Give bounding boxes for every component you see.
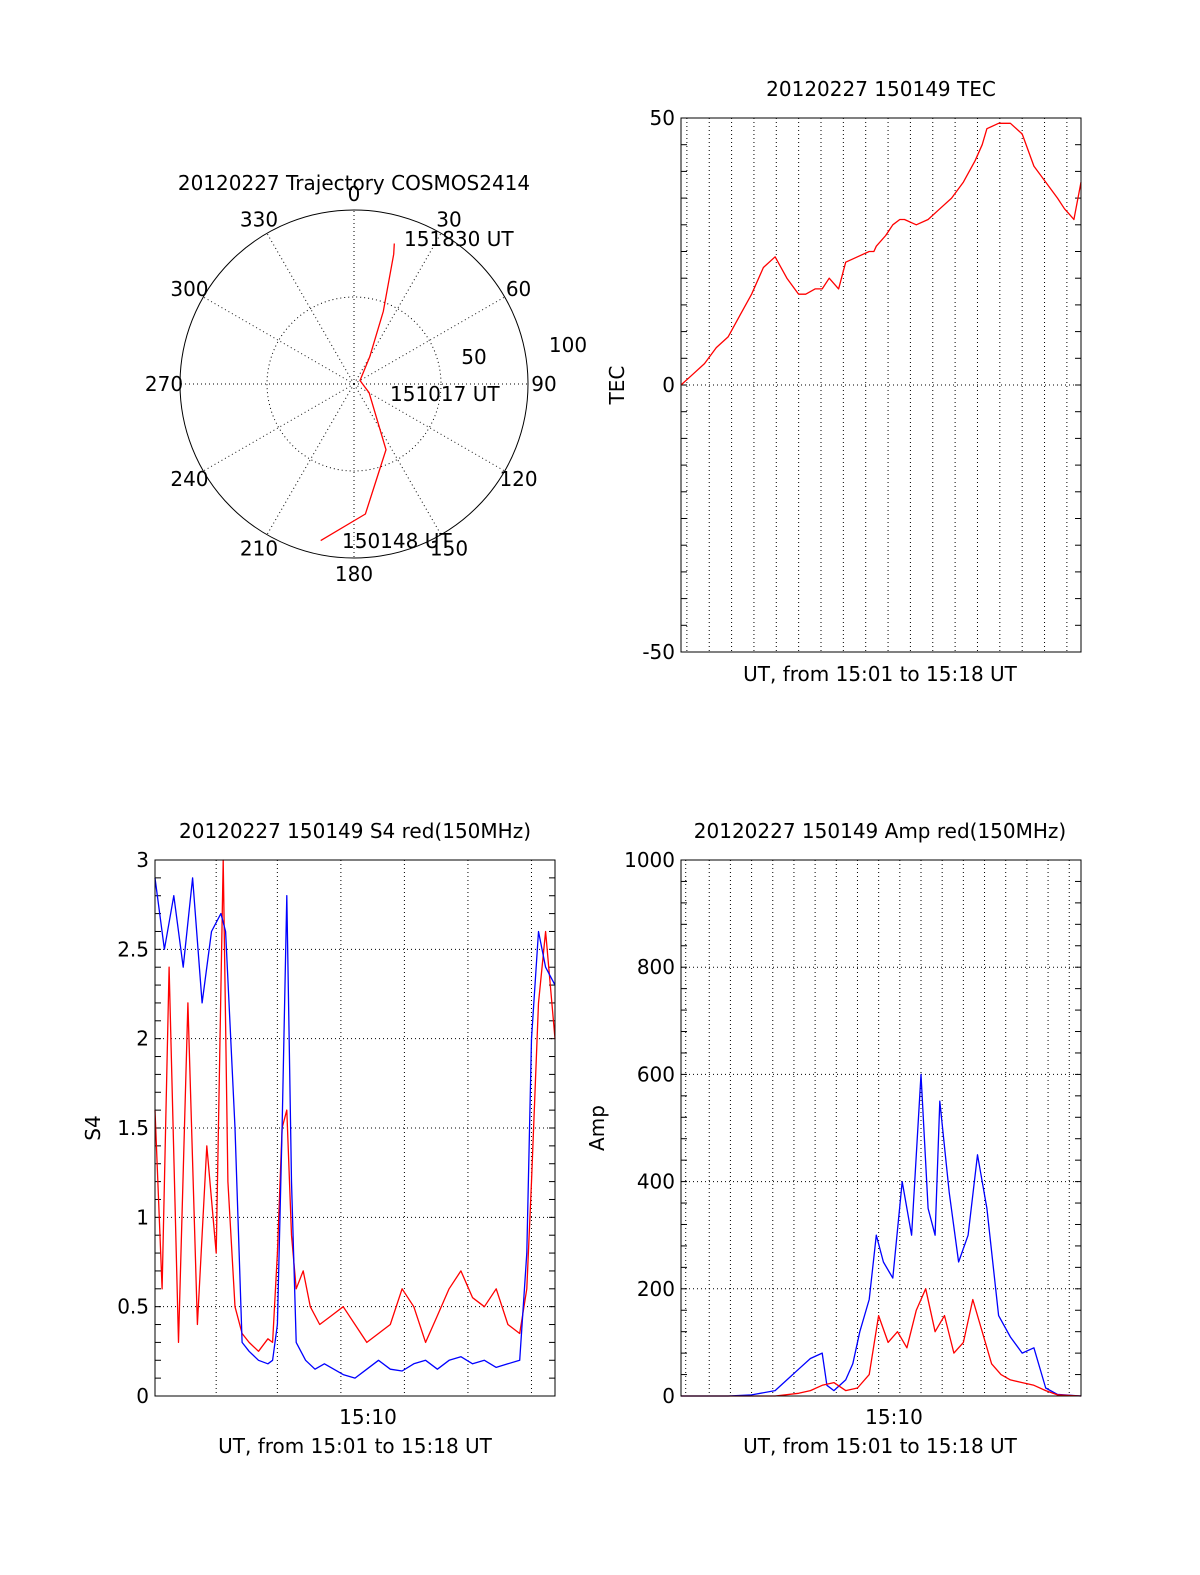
polar-azimuth-label: 270 xyxy=(145,372,183,396)
s4-y-tick-label: 1.5 xyxy=(117,1116,149,1140)
tec-y-tick-label: -50 xyxy=(642,640,675,664)
polar-spoke xyxy=(353,233,442,385)
polar-spoke xyxy=(353,383,505,472)
s4-x-tick-label: 15:10 xyxy=(339,1405,397,1429)
amp-grid xyxy=(681,860,1081,1396)
s4-title: 20120227 150149 S4 red(150MHz) xyxy=(179,819,531,843)
amp-x-label: UT, from 15:01 to 15:18 UT xyxy=(743,1434,1018,1458)
polar-annotation-start: 150148 UT xyxy=(342,529,452,553)
s4-y-tick-label: 2 xyxy=(136,1027,149,1051)
amp-title: 20120227 150149 Amp red(150MHz) xyxy=(694,819,1066,843)
s4-y-tick-label: 1 xyxy=(136,1205,149,1229)
amp-y-tick-label: 0 xyxy=(662,1384,675,1408)
amp-y-tick-label: 400 xyxy=(637,1170,675,1194)
amp-series xyxy=(681,1073,1082,1397)
amp-plot: 20120227 150149 Amp red(150MHz) 0 200 400 6… xyxy=(585,819,1082,1458)
s4-plot: 20120227 150149 S4 red(150MHz) 0 0.5 1 1.5 2… xyxy=(81,819,556,1458)
polar-title: 20120227 Trajectory COSMOS2414 xyxy=(178,171,530,195)
polar-ring-label-50: 50 xyxy=(461,345,486,369)
tec-y-tick-label: 0 xyxy=(662,373,675,397)
tec-series-red xyxy=(680,122,1082,386)
amp-minor-ticks xyxy=(681,859,1081,1397)
polar-azimuth-label: 300 xyxy=(170,277,208,301)
tec-x-label: UT, from 15:01 to 15:18 UT xyxy=(743,662,1018,686)
s4-y-tick-label: 0 xyxy=(136,1384,149,1408)
amp-series-blue xyxy=(681,1073,1082,1397)
amp-y-tick-label: 200 xyxy=(637,1277,675,1301)
s4-minor-ticks xyxy=(155,859,555,1397)
polar-spoke xyxy=(353,383,442,535)
polar-azimuth-label: 150 xyxy=(430,537,468,561)
tec-grid xyxy=(681,118,1081,652)
polar-azimuth-label: 30 xyxy=(436,207,461,231)
polar-spoke xyxy=(203,296,355,385)
polar-azimuth-label: 90 xyxy=(531,372,556,396)
s4-series xyxy=(154,859,556,1379)
s4-y-tick-label: 2.5 xyxy=(117,937,149,961)
amp-y-tick-label: 600 xyxy=(637,1062,675,1086)
s4-y-tick-labels: 0 0.5 1 1.5 2 2.5 3 xyxy=(117,848,149,1408)
amp-frame xyxy=(680,859,1082,1397)
polar-outer-ring xyxy=(179,209,529,559)
tec-frame xyxy=(680,117,1082,653)
s4-y-label: S4 xyxy=(81,1115,105,1140)
tec-y-tick-labels: -50 0 50 xyxy=(642,106,675,664)
tec-series xyxy=(680,122,1082,386)
s4-y-tick-label: 0.5 xyxy=(117,1295,149,1319)
s4-grid xyxy=(155,860,555,1396)
polar-azimuth-label: 0 xyxy=(348,182,361,206)
polar-ring-label-100: 100 xyxy=(549,333,587,357)
polar-ring-50 xyxy=(266,296,442,472)
polar-trajectory-plot: 20120227 Trajectory COSMOS2414 0 30 60 90 12… xyxy=(145,171,587,586)
polar-annotation-mid: 151017 UT xyxy=(390,382,500,406)
amp-x-tick-label: 15:10 xyxy=(865,1405,923,1429)
s4-series-blue xyxy=(154,877,556,1379)
polar-series xyxy=(320,243,395,542)
amp-y-tick-label: 1000 xyxy=(624,848,675,872)
amp-y-tick-label: 800 xyxy=(637,955,675,979)
polar-azimuth-label: 180 xyxy=(335,562,373,586)
tec-plot: 20120227 150149 TEC -50 0 50 TEC UT, from … xyxy=(605,77,1082,686)
polar-spoke xyxy=(266,383,355,535)
s4-series-red xyxy=(154,859,556,1352)
polar-azimuth-label: 210 xyxy=(240,537,278,561)
amp-y-label: Amp xyxy=(585,1105,609,1151)
polar-spoke xyxy=(266,233,355,385)
polar-azimuth-label: 120 xyxy=(499,467,537,491)
amp-y-tick-labels: 0 200 400 600 800 1000 xyxy=(624,848,675,1408)
tec-y-label: TEC xyxy=(605,366,629,406)
polar-spoke xyxy=(353,296,505,385)
polar-azimuth-label: 60 xyxy=(506,277,531,301)
s4-y-tick-label: 3 xyxy=(136,848,149,872)
polar-spoke xyxy=(203,383,355,472)
polar-azimuth-label: 240 xyxy=(170,467,208,491)
tec-title: 20120227 150149 TEC xyxy=(766,77,996,101)
amp-series-red xyxy=(681,1288,1082,1397)
polar-azimuth-labels: 0 30 60 90 120 150 180 210 240 270 300 330 xyxy=(145,182,557,586)
tec-y-tick-label: 50 xyxy=(650,106,675,130)
tec-minor-ticks xyxy=(681,117,1081,653)
s4-frame xyxy=(154,859,556,1397)
polar-trajectory-line xyxy=(320,243,395,542)
polar-azimuth-label: 330 xyxy=(240,207,278,231)
s4-x-label: UT, from 15:01 to 15:18 UT xyxy=(218,1434,493,1458)
polar-annotation-end: 151830 UT xyxy=(404,227,514,251)
